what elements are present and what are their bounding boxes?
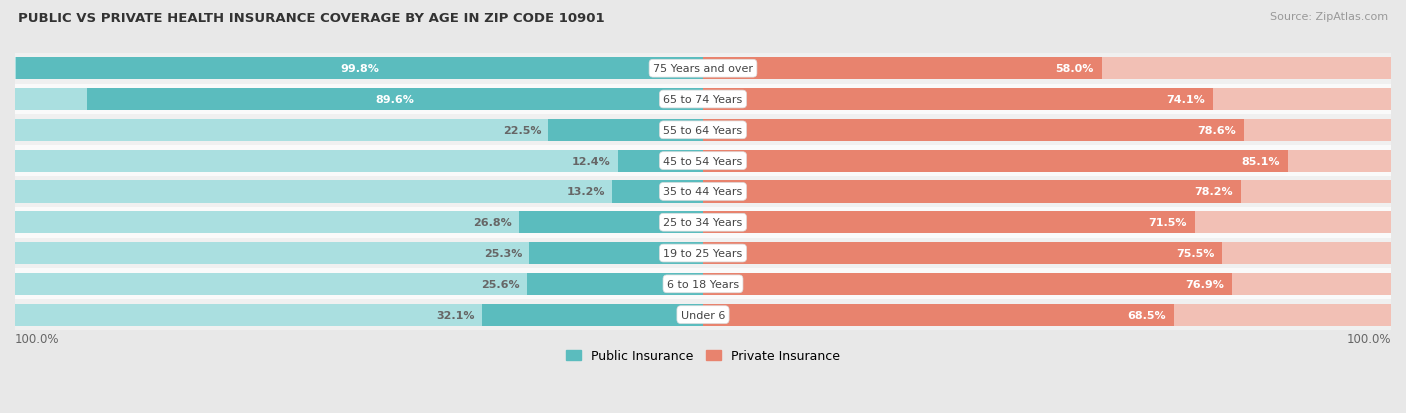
Bar [703,119,1244,142]
Text: 55 to 64 Years: 55 to 64 Years [664,126,742,135]
Bar [703,242,1222,264]
Bar [15,115,1391,146]
Bar [15,269,1391,299]
Text: 19 to 25 Years: 19 to 25 Years [664,249,742,259]
Bar [527,273,703,295]
Text: 76.9%: 76.9% [1185,279,1223,289]
Bar [703,304,1174,326]
Text: 78.6%: 78.6% [1197,126,1236,135]
Bar [703,58,1391,80]
Bar [703,242,1391,264]
Text: 25.3%: 25.3% [484,249,522,259]
Bar [703,58,1102,80]
Bar [15,299,1391,330]
Bar [15,181,703,203]
Bar [15,84,1391,115]
Text: 22.5%: 22.5% [503,126,541,135]
Bar [529,242,703,264]
Bar [703,273,1391,295]
Text: 78.2%: 78.2% [1194,187,1233,197]
Bar [548,119,703,142]
Bar [15,238,1391,269]
Bar [87,89,703,111]
Text: 85.1%: 85.1% [1241,156,1281,166]
Bar [15,211,703,234]
Bar [15,150,703,172]
Text: 58.0%: 58.0% [1056,64,1094,74]
Text: 45 to 54 Years: 45 to 54 Years [664,156,742,166]
Bar [15,54,1391,84]
Text: 6 to 18 Years: 6 to 18 Years [666,279,740,289]
Bar [703,119,1391,142]
Bar [519,211,703,234]
Bar [15,58,703,80]
Text: 13.2%: 13.2% [567,187,606,197]
Bar [703,181,1241,203]
Bar [482,304,703,326]
Bar [703,150,1288,172]
Text: 75 Years and over: 75 Years and over [652,64,754,74]
Text: 25 to 34 Years: 25 to 34 Years [664,218,742,228]
Text: 12.4%: 12.4% [572,156,610,166]
Bar [703,273,1232,295]
Bar [15,207,1391,238]
Text: 75.5%: 75.5% [1175,249,1215,259]
Text: 25.6%: 25.6% [481,279,520,289]
Bar [617,150,703,172]
Bar [15,146,1391,177]
Bar [15,242,703,264]
Text: 100.0%: 100.0% [1347,332,1391,345]
Text: 26.8%: 26.8% [472,218,512,228]
Bar [15,304,703,326]
Bar [703,89,1213,111]
Text: 100.0%: 100.0% [15,332,59,345]
Text: Under 6: Under 6 [681,310,725,320]
Bar [703,89,1391,111]
Bar [703,150,1391,172]
Text: 89.6%: 89.6% [375,95,415,105]
Legend: Public Insurance, Private Insurance: Public Insurance, Private Insurance [561,344,845,368]
Bar [17,58,703,80]
Bar [703,211,1391,234]
Bar [15,177,1391,207]
Text: 71.5%: 71.5% [1149,218,1187,228]
Bar [15,119,703,142]
Bar [703,304,1391,326]
Text: 32.1%: 32.1% [437,310,475,320]
Bar [703,211,1195,234]
Text: PUBLIC VS PRIVATE HEALTH INSURANCE COVERAGE BY AGE IN ZIP CODE 10901: PUBLIC VS PRIVATE HEALTH INSURANCE COVER… [18,12,605,25]
Text: 99.8%: 99.8% [340,64,380,74]
Bar [703,181,1391,203]
Bar [612,181,703,203]
Text: Source: ZipAtlas.com: Source: ZipAtlas.com [1270,12,1388,22]
Text: 74.1%: 74.1% [1166,95,1205,105]
Bar [15,89,703,111]
Text: 68.5%: 68.5% [1128,310,1166,320]
Bar [15,273,703,295]
Text: 35 to 44 Years: 35 to 44 Years [664,187,742,197]
Text: 65 to 74 Years: 65 to 74 Years [664,95,742,105]
